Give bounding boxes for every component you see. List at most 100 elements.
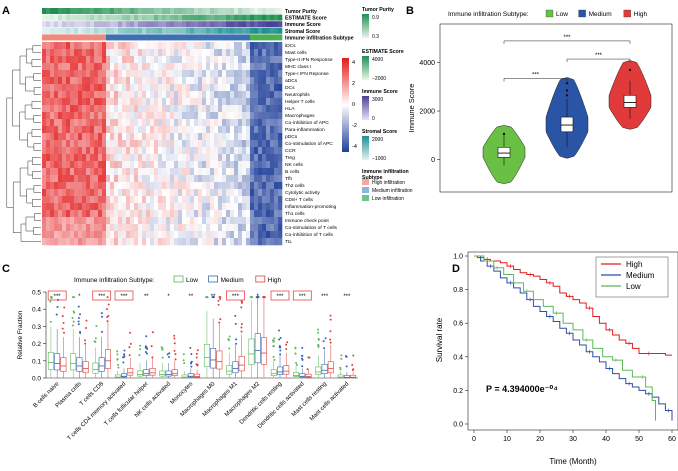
heatmap-cell — [146, 49, 151, 57]
heatmap-cell — [110, 49, 115, 57]
heatmap-cell — [214, 147, 219, 155]
heatmap-cell — [94, 140, 99, 148]
box-body — [104, 349, 111, 369]
heatmap-cell — [250, 203, 255, 211]
heatmap-cell — [222, 140, 227, 148]
heatmap-cell — [106, 147, 111, 155]
annotation-cell — [206, 8, 211, 14]
heatmap-cell — [66, 210, 71, 218]
heatmap-cell — [190, 91, 195, 99]
box-outlier — [190, 353, 193, 356]
heatmap-cell — [158, 196, 163, 204]
annotation-cell — [50, 8, 55, 14]
box-outlier — [301, 358, 304, 361]
heatmap-cell — [66, 84, 71, 92]
annotation-cell — [242, 8, 247, 14]
heatmap-cell — [178, 112, 183, 120]
heatmap-cell — [194, 126, 199, 134]
heatmap-cell — [274, 98, 279, 106]
heatmap-cell — [186, 175, 191, 183]
heatmap-cell — [266, 140, 271, 148]
heatmap-cell — [102, 203, 107, 211]
heatmap-cell — [174, 147, 179, 155]
heatmap-cell — [262, 210, 267, 218]
heatmap-cell — [210, 161, 215, 169]
annotation-cell — [154, 8, 159, 14]
heatmap-cell — [142, 140, 147, 148]
significance-label: ** — [211, 294, 216, 300]
heatmap-cell — [246, 140, 251, 148]
annotation-cell — [222, 8, 227, 14]
annotation-track — [42, 21, 283, 28]
heatmap-cell — [114, 84, 119, 92]
heatmap-cell — [222, 98, 227, 106]
heatmap-cell — [94, 84, 99, 92]
heatmap-cell — [118, 133, 123, 141]
heatmap-cell — [58, 77, 63, 85]
heatmap-cell — [98, 91, 103, 99]
heatmap-cell — [46, 49, 51, 57]
box-outlier — [151, 356, 154, 359]
box-outlier — [85, 326, 88, 329]
heatmap-cell — [234, 70, 239, 78]
heatmap-cell — [262, 84, 267, 92]
heatmap-cell — [266, 189, 271, 197]
heatmap-cell — [222, 189, 227, 197]
heatmap-cell — [254, 203, 259, 211]
heatmap-cell — [174, 196, 179, 204]
heatmap-cell — [210, 238, 215, 246]
heatmap-cell — [90, 154, 95, 162]
box-outlier — [256, 296, 259, 299]
heatmap-cell — [226, 154, 231, 162]
annotation-cell — [262, 14, 267, 21]
heatmap-cell — [170, 133, 175, 141]
heatmap-cell — [166, 231, 171, 239]
heatmap-cell — [98, 140, 103, 148]
annotation-cell — [62, 34, 67, 41]
heatmap-cell — [194, 133, 199, 141]
heatmap-cell — [130, 168, 135, 176]
heatmap-cell — [182, 196, 187, 204]
heatmap-cell — [70, 238, 75, 246]
heatmap-cell — [246, 161, 251, 169]
heatmap-cell — [54, 42, 59, 50]
annotation-cell — [102, 21, 107, 28]
heatmap-cell — [134, 224, 139, 232]
heatmap-cell — [114, 203, 119, 211]
box-outlier — [219, 318, 222, 321]
heatmap-cell — [82, 196, 87, 204]
heatmap-cell — [46, 175, 51, 183]
heatmap-cell — [270, 133, 275, 141]
heatmap-cell — [222, 77, 227, 85]
heatmap-cell — [134, 91, 139, 99]
heatmap-cell — [46, 140, 51, 148]
heatmap-cell — [278, 175, 283, 183]
heatmap-cell — [42, 175, 47, 183]
annotation-cell — [218, 14, 223, 21]
heatmap-cell — [214, 224, 219, 232]
box-outlier — [272, 339, 275, 342]
annotation-cell — [170, 14, 175, 21]
heatmap-cell — [238, 196, 243, 204]
box-outlier — [317, 328, 320, 331]
heatmap-cell — [94, 112, 99, 120]
heatmap-cell — [262, 126, 267, 134]
x-tick-label: 0 — [472, 436, 476, 443]
heatmap-cell — [74, 168, 79, 176]
heatmap-cell — [254, 210, 259, 218]
heatmap-cell — [74, 217, 79, 225]
heatmap-cell — [246, 112, 251, 120]
x-tick-label: T cells follicular helper — [104, 381, 150, 427]
annotation-cell — [258, 21, 263, 28]
x-tick-label: 50 — [635, 436, 643, 443]
heatmap-cell — [42, 91, 47, 99]
heatmap-cell — [102, 56, 107, 64]
heatmap-cell — [46, 77, 51, 85]
heatmap-cell — [226, 196, 231, 204]
heatmap-cell — [74, 91, 79, 99]
heatmap-cell — [194, 56, 199, 64]
heatmap-cell — [58, 140, 63, 148]
heatmap-cell — [214, 70, 219, 78]
heatmap-cell — [50, 133, 55, 141]
heatmap-cell — [50, 112, 55, 120]
